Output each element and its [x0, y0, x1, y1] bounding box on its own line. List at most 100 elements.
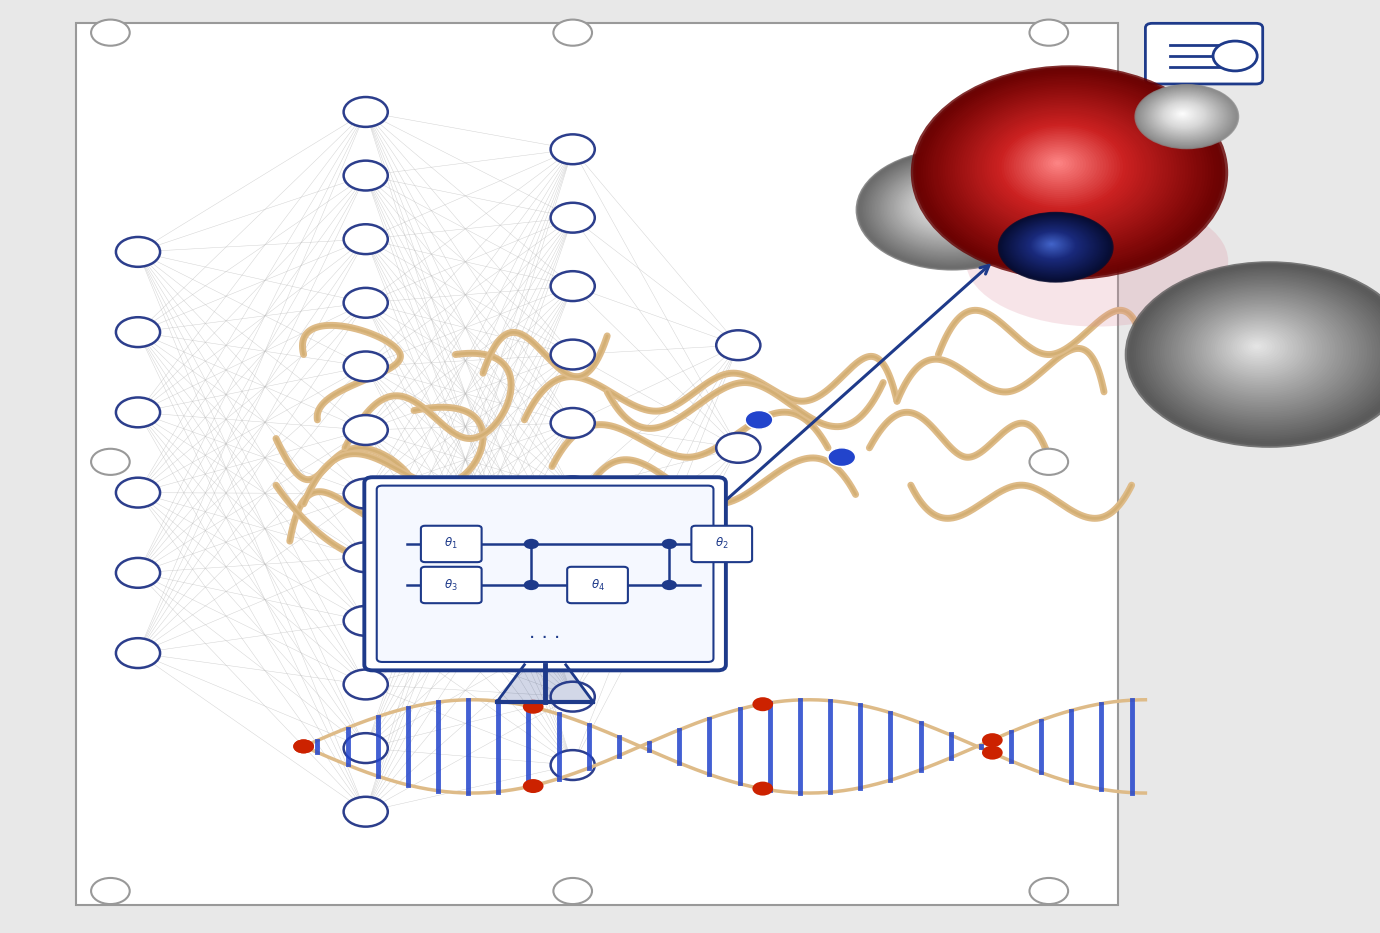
Ellipse shape	[1219, 322, 1301, 375]
Ellipse shape	[1209, 315, 1315, 383]
Ellipse shape	[1020, 225, 1087, 267]
Ellipse shape	[1025, 229, 1082, 263]
Ellipse shape	[936, 81, 1199, 260]
Ellipse shape	[1184, 299, 1343, 402]
FancyBboxPatch shape	[364, 478, 726, 670]
Ellipse shape	[1017, 224, 1090, 269]
Circle shape	[662, 579, 678, 591]
Ellipse shape	[1141, 89, 1231, 144]
Ellipse shape	[940, 85, 1194, 257]
Ellipse shape	[1173, 107, 1194, 120]
Circle shape	[523, 700, 544, 714]
Ellipse shape	[1047, 157, 1070, 171]
Ellipse shape	[1170, 106, 1196, 122]
Ellipse shape	[1150, 277, 1380, 429]
Ellipse shape	[1148, 92, 1223, 139]
Circle shape	[752, 697, 773, 711]
Ellipse shape	[878, 163, 1023, 254]
Ellipse shape	[900, 177, 996, 238]
Ellipse shape	[886, 169, 1012, 247]
Circle shape	[344, 97, 388, 127]
Ellipse shape	[1010, 219, 1098, 273]
Ellipse shape	[1147, 275, 1380, 431]
Ellipse shape	[1138, 87, 1234, 146]
Ellipse shape	[1016, 223, 1093, 270]
Ellipse shape	[1248, 341, 1267, 353]
Circle shape	[344, 224, 388, 254]
Ellipse shape	[1013, 133, 1108, 198]
Ellipse shape	[1151, 94, 1220, 137]
Ellipse shape	[1024, 228, 1083, 264]
Ellipse shape	[1006, 217, 1103, 276]
Ellipse shape	[1136, 85, 1238, 148]
Ellipse shape	[912, 185, 980, 228]
Circle shape	[716, 433, 760, 463]
Ellipse shape	[872, 160, 1029, 258]
Ellipse shape	[1203, 313, 1319, 387]
Ellipse shape	[1017, 223, 1092, 270]
Ellipse shape	[1041, 238, 1064, 252]
Ellipse shape	[901, 178, 995, 236]
Ellipse shape	[916, 187, 977, 226]
Ellipse shape	[858, 151, 1045, 269]
Ellipse shape	[919, 188, 973, 223]
Ellipse shape	[966, 196, 1228, 327]
Ellipse shape	[874, 160, 1028, 258]
FancyBboxPatch shape	[1145, 23, 1263, 84]
FancyBboxPatch shape	[567, 567, 628, 604]
Text: $\theta_2$: $\theta_2$	[715, 536, 729, 551]
Ellipse shape	[875, 161, 1025, 257]
Ellipse shape	[1016, 135, 1105, 196]
Circle shape	[983, 733, 1003, 747]
Ellipse shape	[1053, 160, 1063, 167]
Ellipse shape	[932, 197, 958, 214]
Ellipse shape	[864, 155, 1038, 264]
Ellipse shape	[856, 149, 1049, 271]
Ellipse shape	[1046, 155, 1072, 173]
Ellipse shape	[1035, 234, 1070, 256]
Ellipse shape	[1147, 91, 1224, 140]
Ellipse shape	[908, 182, 985, 230]
Ellipse shape	[918, 188, 976, 224]
Ellipse shape	[934, 199, 954, 211]
Ellipse shape	[1039, 237, 1065, 253]
Ellipse shape	[909, 183, 984, 230]
Ellipse shape	[1165, 286, 1368, 417]
Ellipse shape	[1177, 111, 1188, 118]
Ellipse shape	[1156, 97, 1213, 133]
Ellipse shape	[1173, 108, 1192, 120]
Circle shape	[551, 750, 595, 780]
Ellipse shape	[914, 67, 1225, 278]
Ellipse shape	[1009, 131, 1115, 202]
Ellipse shape	[925, 192, 966, 219]
Ellipse shape	[1032, 232, 1074, 258]
Ellipse shape	[1144, 91, 1227, 142]
Ellipse shape	[1167, 104, 1199, 124]
Circle shape	[716, 330, 760, 360]
Circle shape	[1029, 878, 1068, 904]
Ellipse shape	[1180, 297, 1348, 406]
Circle shape	[551, 682, 595, 712]
Ellipse shape	[904, 180, 991, 234]
Ellipse shape	[1141, 88, 1231, 145]
Ellipse shape	[1169, 289, 1362, 414]
Ellipse shape	[933, 80, 1202, 262]
Circle shape	[91, 20, 130, 46]
Ellipse shape	[1179, 111, 1187, 117]
Circle shape	[116, 478, 160, 508]
Ellipse shape	[1047, 242, 1057, 247]
Ellipse shape	[926, 193, 965, 217]
Ellipse shape	[1167, 104, 1201, 125]
Ellipse shape	[1181, 113, 1183, 114]
Ellipse shape	[1056, 161, 1060, 165]
Ellipse shape	[1020, 225, 1089, 267]
Ellipse shape	[1144, 90, 1228, 142]
Ellipse shape	[1032, 232, 1074, 258]
Ellipse shape	[1169, 105, 1198, 124]
Ellipse shape	[887, 170, 1010, 246]
Ellipse shape	[1236, 333, 1281, 361]
Ellipse shape	[1005, 216, 1107, 278]
Ellipse shape	[911, 184, 983, 229]
Circle shape	[828, 448, 856, 466]
Ellipse shape	[996, 122, 1129, 212]
